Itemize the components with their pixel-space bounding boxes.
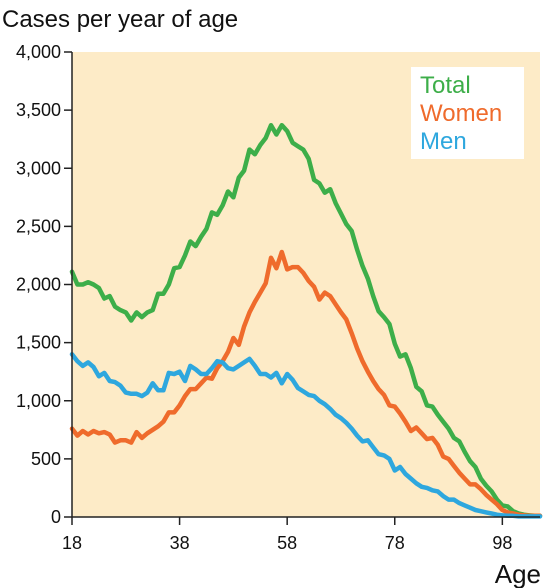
- chart-title: Cases per year of age: [2, 6, 238, 33]
- y-tick-label: 0: [51, 507, 61, 527]
- y-tick-label: 1,000: [16, 391, 61, 411]
- y-tick-label: 3,500: [16, 100, 61, 120]
- series-group: [69, 122, 543, 519]
- y-tick-label: 500: [31, 449, 61, 469]
- x-tick-label: 78: [385, 533, 405, 553]
- x-tick-label: 98: [492, 533, 512, 553]
- series-line-total: [69, 122, 543, 519]
- y-tick-label: 3,000: [16, 158, 61, 178]
- legend-box: [411, 67, 524, 159]
- x-axis: 18 38 58 78 98: [62, 517, 512, 553]
- legend-label-women: Women: [420, 100, 502, 127]
- y-axis: 0 500 1,000 1,500 2,000 2,500 3,000 3,500 4,000: [16, 42, 72, 527]
- x-tick-label: 58: [277, 533, 297, 553]
- x-axis-title: Age: [495, 559, 541, 588]
- x-tick-label: 18: [62, 533, 82, 553]
- y-tick-label: 1,500: [16, 333, 61, 353]
- x-tick-label: 38: [170, 533, 190, 553]
- legend-label-men: Men: [420, 128, 467, 155]
- y-tick-label: 4,000: [16, 42, 61, 62]
- y-tick-label: 2,000: [16, 275, 61, 295]
- series-line-women: [69, 249, 543, 519]
- y-tick-label: 2,500: [16, 216, 61, 236]
- legend-label-total: Total: [420, 72, 471, 99]
- series-line-men: [69, 352, 543, 519]
